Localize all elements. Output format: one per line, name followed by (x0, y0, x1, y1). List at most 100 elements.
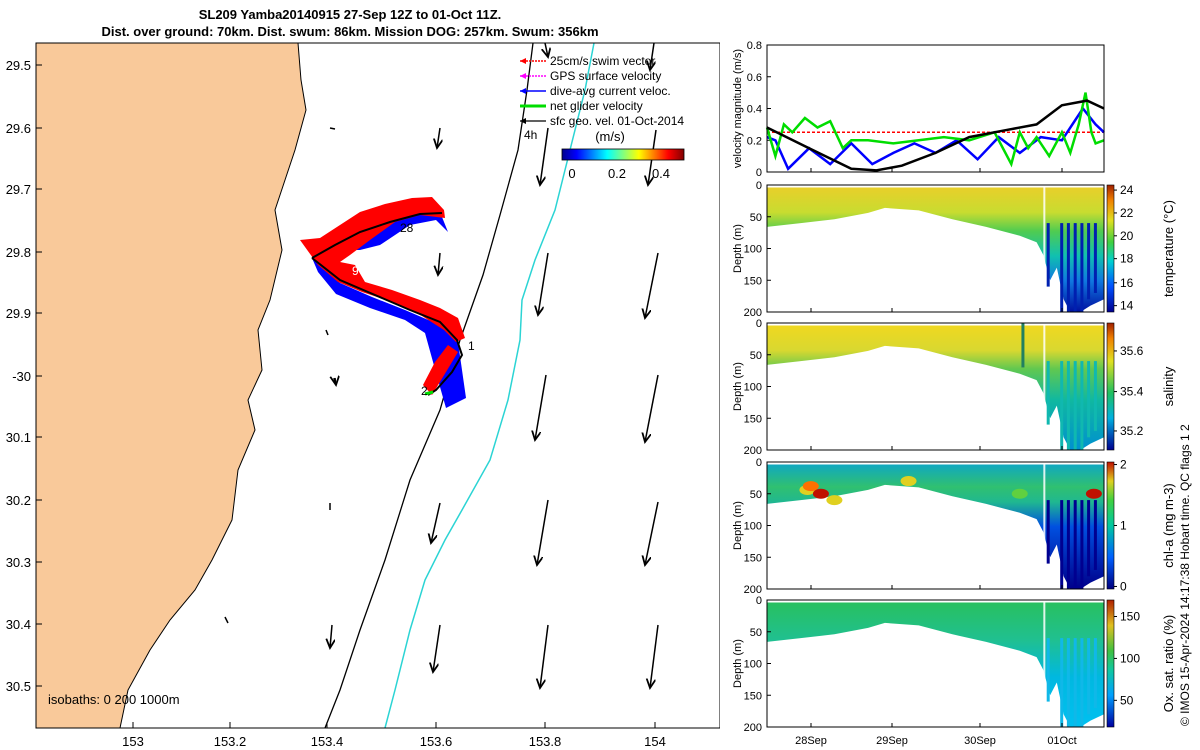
chla-colorbar-tick-label: 2 (1120, 458, 1127, 472)
x-tick-label: 153 (122, 734, 144, 749)
salinity-cast (1080, 361, 1084, 450)
oxygen-cast (1046, 638, 1050, 702)
chla-data-gap (1043, 462, 1046, 558)
y-tick-label: 29.9 (6, 306, 31, 321)
salinity-colorbar-tick-label: 35.2 (1120, 424, 1144, 438)
depth-tick-label: 50 (750, 489, 762, 501)
y-tick-label: 29.7 (6, 182, 31, 197)
oxygen-cast (1087, 638, 1091, 715)
oxygen-colorbar-tick-label: 50 (1120, 693, 1134, 707)
velocity-arrow (437, 127, 440, 148)
chla-patch (812, 488, 829, 499)
y-tick-label: 29.5 (6, 58, 31, 73)
velocity-arrow (540, 127, 549, 185)
temperature-colorbar-tick-label: 24 (1120, 183, 1134, 197)
salinity-section-field (767, 325, 1104, 450)
salinity-data-gap (1043, 323, 1046, 419)
temperature-axes (766, 184, 1105, 313)
track-label: 28 (400, 221, 414, 235)
track-line-north (311, 212, 443, 259)
title-line-2: Dist. over ground: 70km. Dist. swum: 86k… (101, 24, 599, 39)
velocity-arrow (438, 252, 440, 275)
track-label: 4h (524, 128, 537, 142)
oxygen-colorbar-tick-label: 150 (1120, 610, 1140, 624)
depth-tick-label: 0 (756, 457, 762, 469)
temperature-cast (1087, 223, 1091, 300)
track-line (311, 257, 464, 396)
temperature-colorbar-tick-label: 18 (1120, 252, 1134, 266)
oxygen-cast (1066, 638, 1070, 727)
chla-section-field (767, 464, 1104, 589)
temperature-colorbar (1106, 184, 1115, 313)
depth-tick-label: 150 (744, 275, 762, 287)
y-tick-label: 30.1 (6, 430, 31, 445)
velocity-y-tick-label: 0.2 (747, 135, 762, 147)
depth-tick-label: 0 (756, 595, 762, 607)
track-swim-vector-south (423, 345, 458, 395)
temperature-colorbar-tick-label: 22 (1120, 206, 1134, 220)
y-tick-label: 30.5 (6, 679, 31, 694)
velocity-y-tick-label: 0.6 (747, 72, 762, 84)
temperature-cast (1060, 223, 1064, 312)
credit-text: © IMOS 15-Apr-2024 14:17:38 Hobart time.… (1178, 424, 1192, 726)
oxygen-colorbar (1106, 599, 1115, 728)
track-label: 2 (421, 384, 428, 398)
time-tick-label: 28Sep (795, 735, 827, 747)
velocity-y-label: velocity magnitude (m/s) (732, 49, 744, 168)
depth-tick-label: 100 (744, 382, 762, 394)
chla-patch (1011, 488, 1028, 499)
net-velocity-marker (424, 390, 434, 396)
temperature-cast (1080, 223, 1084, 312)
chla-colorbar-tick-label: 1 (1120, 519, 1127, 533)
track-label: 1 (468, 339, 475, 353)
depth-tick-label: 0 (756, 318, 762, 330)
temperature-cast (1066, 223, 1070, 312)
speck (333, 377, 336, 384)
map-y-axis: 29.5 29.6 29.7 29.8 29.9 -30 30.1 30.2 30.3 30.4 3… (6, 58, 42, 694)
colorbar-tick: 0.4 (652, 166, 670, 181)
map-x-axis: 153 153.2 153.4 153.6 153.8 154 (122, 722, 666, 749)
land-mass (36, 43, 307, 728)
y-tick-label: 30.4 (6, 617, 31, 632)
salinity-cast (1046, 361, 1050, 425)
depth-tick-label: 100 (744, 659, 762, 671)
depth-tick-label: 50 (750, 350, 762, 362)
isobaths-label: isobaths: 0 200 1000m (48, 692, 180, 707)
y-tick-label: 30.2 (6, 493, 31, 508)
temperature-cast (1093, 223, 1097, 293)
chla-axes (766, 461, 1105, 590)
salinity-cast (1087, 361, 1091, 438)
velocity-arrow (650, 624, 659, 688)
track-current-velocity (312, 258, 466, 408)
velocity-series-line (765, 92, 1105, 168)
velocity-arrow (433, 624, 441, 672)
velocity-arrow (431, 502, 441, 543)
salinity-colorbar (1106, 322, 1115, 451)
depth-tick-label: 200 (744, 445, 762, 457)
salinity-cast (1073, 361, 1077, 450)
oxygen-section-field (767, 602, 1104, 727)
y-tick-label: 29.6 (6, 121, 31, 136)
temperature-section-field (767, 187, 1104, 312)
track-swim-vector (300, 197, 465, 342)
x-tick-label: 153.8 (529, 734, 562, 749)
velocity-arrow (540, 624, 549, 688)
oxygen-cast (1073, 638, 1077, 727)
depth-tick-label: 150 (744, 413, 762, 425)
temperature-colorbar-tick-label: 16 (1120, 276, 1134, 290)
salinity-colorbar-tick-label: 35.4 (1120, 385, 1144, 399)
legend-gps-velocity: GPS surface velocity (550, 69, 661, 83)
oxygen-cast (1060, 638, 1064, 727)
depth-tick-label: 100 (744, 244, 762, 256)
speck (329, 127, 336, 130)
chla-cast (1046, 500, 1050, 564)
temperature-y-label: Depth (m) (732, 224, 744, 273)
salinity-cast (1060, 361, 1064, 450)
velocity-arrow (538, 252, 549, 315)
temperature-cast (1046, 223, 1050, 287)
depth-tick-label: 200 (744, 584, 762, 596)
salinity-front (1021, 323, 1025, 368)
map-frame (35, 42, 720, 729)
salinity-y-label: Depth (m) (732, 362, 744, 411)
